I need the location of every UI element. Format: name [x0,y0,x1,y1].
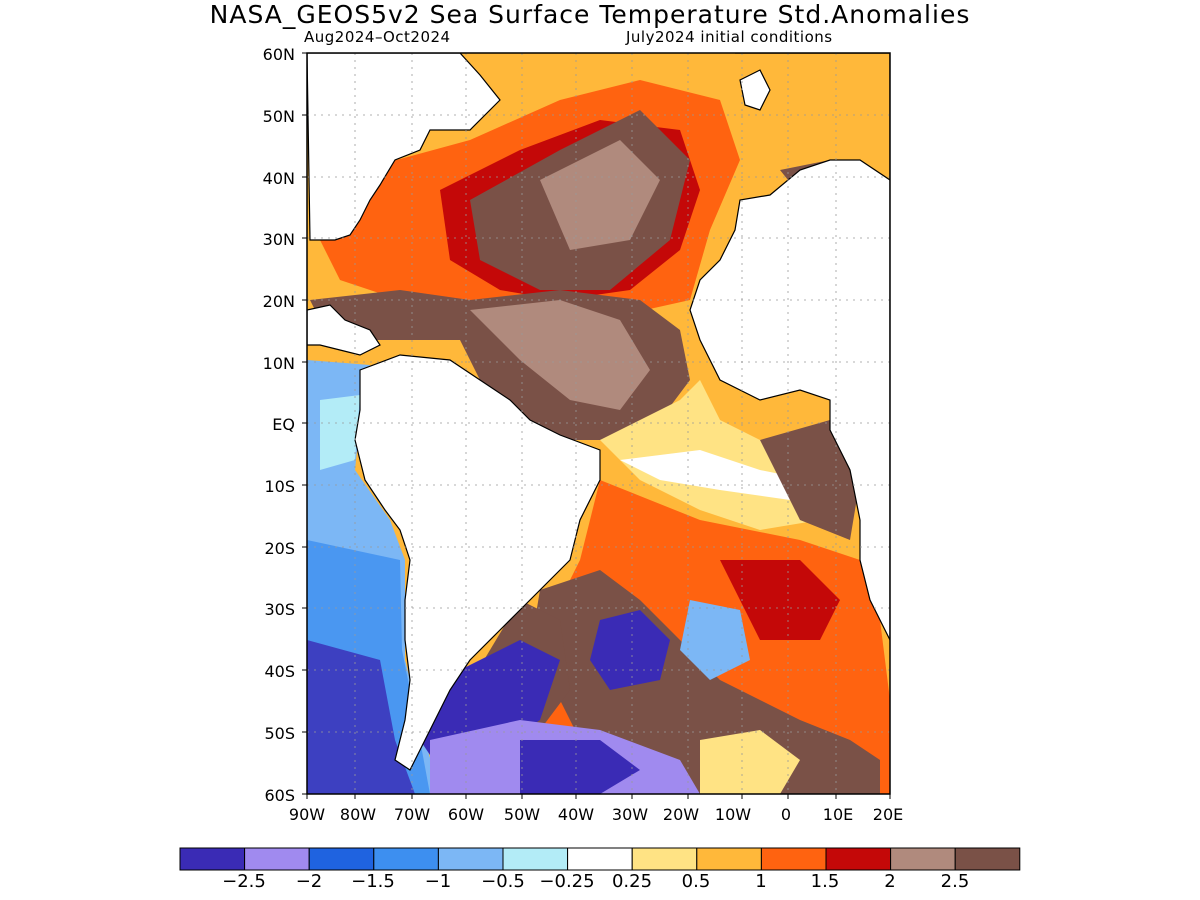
colorbar-label: 2.5 [940,871,970,892]
southern-ocean-cold [520,740,640,794]
lat-label-20n: 20N [262,292,295,311]
lon-label-90w: 90W [288,805,326,824]
africa-europe-land [689,53,890,641]
lat-label-30n: 30N [262,230,295,249]
lon-label-30w: 30W [611,805,649,824]
north-atlantic-very-high [540,140,660,250]
colorbar-label: 2 [884,871,896,892]
colorbar-swatch [179,847,246,871]
lat-label-10n: 10N [262,354,295,373]
colorbar-swatch [954,847,1021,871]
lat-label-50s: 50S [264,724,295,743]
lat-label-50n: 50N [262,107,295,126]
equatorial-neutral [620,450,810,500]
lon-label-40w: 40W [557,805,595,824]
colorbar-label: −2.5 [222,871,266,892]
colorbar-label: −2 [295,871,323,892]
pacific-near-normal [320,395,360,470]
colorbar-swatch [760,847,827,871]
lat-label-60n: 60N [262,45,295,64]
colorbar-swatch [567,847,633,871]
map-title: NASA_GEOS5v2 Sea Surface Temperature Std… [209,0,971,29]
lat-label-20s: 20S [264,539,295,558]
lat-label-eq: EQ [272,415,295,434]
southern-ocean-mild [700,730,800,794]
british-isles-land [739,69,771,111]
colorbar-label: −0.25 [539,871,595,892]
lat-label-40n: 40N [262,169,295,188]
colorbar-swatch [502,847,569,871]
colorbar-label: 1 [755,871,767,892]
lon-label-80w: 80W [339,805,377,824]
colorbar-label: 0.5 [681,871,711,892]
lon-label-70w: 70W [393,805,431,824]
colorbar-swatch [631,847,698,871]
colorbar-label: 1.5 [810,871,840,892]
lon-label-10e: 10E [822,805,854,824]
forecast-period: Aug2024–Oct2024 [304,28,451,46]
colorbar-swatch [244,847,310,871]
colorbar-swatch [308,847,375,871]
lat-label-10s: 10S [264,477,295,496]
colorbar-swatch [825,847,892,871]
colorbar [179,847,1021,871]
pacific-cold-region [307,640,415,794]
colorbar-label: 0.25 [611,871,653,892]
colorbar-swatch [890,847,956,871]
south-atlantic-cool-patch [680,600,750,680]
anomaly-field [307,53,890,794]
lon-label-10w: 10W [714,805,752,824]
lat-label-40s: 40S [264,662,295,681]
colorbar-label: −1 [424,871,452,892]
central-america-land [307,304,381,356]
colorbar-swatch [373,847,439,871]
axis-ticks [302,52,891,799]
colorbar-label: −0.5 [481,871,525,892]
lon-label-0: 0 [780,805,792,824]
lon-label-60w: 60W [447,805,485,824]
colorbar-swatch [437,847,504,871]
initial-conditions: July2024 initial conditions [626,28,833,46]
lat-label-30s: 30S [264,600,295,619]
benguela-hot [720,560,840,640]
colorbar-label: −1.5 [351,871,395,892]
guinea-extreme [760,420,860,540]
tropical-atlantic-very-high [470,300,650,410]
grid-lines [307,53,890,794]
lon-label-50w: 50W [503,805,541,824]
lon-label-20e: 20E [872,805,904,824]
south-america-land [354,354,601,771]
colorbar-swatch [696,847,762,871]
lat-label-60s: 60S [264,786,295,805]
lon-label-20w: 20W [662,805,700,824]
